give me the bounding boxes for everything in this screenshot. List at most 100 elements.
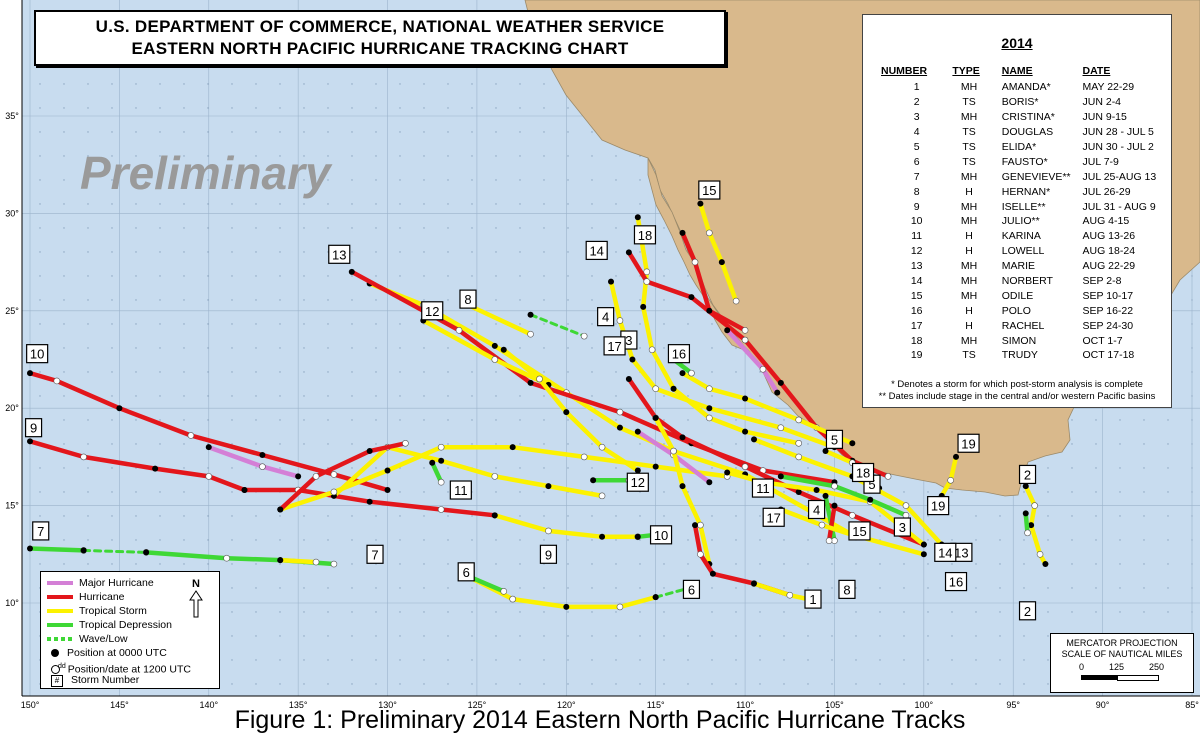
grid-dot — [183, 563, 185, 565]
grid-dot — [495, 83, 497, 85]
grid-dot — [951, 515, 953, 517]
position-1200 — [527, 330, 534, 338]
position-0000 — [491, 512, 498, 519]
storm-number: 2 — [913, 96, 920, 109]
grid-dot — [855, 611, 857, 613]
grid-dot — [87, 347, 89, 349]
storm-name: ODILE — [1001, 289, 1034, 302]
grid-dot — [87, 227, 89, 229]
storm-number-box: 14 — [934, 542, 957, 562]
grid-dot — [807, 635, 809, 637]
grid-dot — [639, 179, 641, 181]
grid-dot — [255, 275, 257, 277]
grid-dot — [279, 467, 281, 469]
grid-dot — [111, 83, 113, 85]
storm-type: MH — [960, 289, 978, 302]
grid-dot — [279, 323, 281, 325]
grid-dot — [423, 227, 425, 229]
position-1200 — [536, 375, 543, 383]
storm-number-box: 12 — [626, 472, 649, 492]
grid-dot — [255, 371, 257, 373]
storm-number-frame — [1018, 601, 1037, 621]
grid-dot — [495, 443, 497, 445]
grid-dot — [1047, 467, 1049, 469]
storm-number-text: 9 — [30, 421, 37, 436]
position-0000 — [777, 379, 784, 386]
grid-dot — [879, 611, 881, 613]
position-0000 — [27, 545, 33, 552]
position-0000 — [384, 467, 391, 474]
storm-number: 10 — [910, 215, 923, 228]
grid-dot — [447, 635, 449, 637]
grid-dot — [303, 179, 305, 181]
grid-dot — [711, 371, 713, 373]
lon-tick-label: 135° — [289, 700, 308, 710]
grid-dot — [375, 131, 377, 133]
grid-dot — [687, 419, 689, 421]
position-0000 — [27, 370, 33, 377]
grid-dot — [543, 83, 545, 85]
grid-dot — [639, 347, 641, 349]
grid-dot — [567, 107, 569, 109]
grid-dot — [567, 323, 569, 325]
grid-dot — [375, 347, 377, 349]
grid-dot — [615, 227, 617, 229]
grid-dot — [831, 587, 833, 589]
grid-dot — [399, 371, 401, 373]
grid-dot — [159, 443, 161, 445]
grid-dot — [711, 467, 713, 469]
grid-dot — [567, 131, 569, 133]
grid-dot — [567, 251, 569, 253]
grid-dot — [63, 467, 65, 469]
storm-number-box: 15 — [848, 521, 871, 541]
position-1200 — [455, 326, 463, 334]
grid-dot — [807, 563, 809, 565]
lon-tick-label: 100° — [915, 700, 934, 710]
storm-number-text: 1 — [809, 592, 816, 607]
grid-dot — [87, 323, 89, 325]
grid-dot — [207, 251, 209, 253]
grid-dot — [39, 179, 41, 181]
storm-number-box: 8 — [838, 579, 856, 599]
grid-dot — [159, 539, 161, 541]
grid-dot — [303, 107, 305, 109]
grid-dot — [543, 227, 545, 229]
grid-dot — [591, 563, 593, 565]
position-0000 — [692, 522, 699, 529]
grid-dot — [279, 299, 281, 301]
grid-dot — [1119, 491, 1121, 493]
grid-dot — [519, 611, 521, 613]
grid-dot — [255, 179, 257, 181]
grid-dot — [183, 467, 185, 469]
grid-dot — [375, 371, 377, 373]
grid-dot — [63, 251, 65, 253]
grid-dot — [951, 659, 953, 661]
position-1200 — [759, 365, 767, 373]
grid-dot — [39, 251, 41, 253]
storm-track-segment — [27, 546, 86, 553]
legend-major-hurricane: Major Hurricane — [47, 576, 154, 590]
storm-number-text: 5 — [868, 477, 875, 492]
grid-dot — [615, 635, 617, 637]
storm-number-text: 10 — [654, 528, 668, 543]
position-0000 — [706, 405, 713, 412]
grid-dot — [759, 563, 761, 565]
grid-dot — [183, 515, 185, 517]
grid-dot — [567, 227, 569, 229]
grid-dot — [111, 515, 113, 517]
grid-dot — [759, 659, 761, 661]
grid-dot — [1143, 467, 1145, 469]
grid-dot — [423, 203, 425, 205]
storm-number-box: 10 — [649, 525, 673, 545]
position-0000 — [634, 467, 641, 474]
legend-dd: dd — [58, 663, 66, 670]
grid-dot — [279, 539, 281, 541]
grid-dot — [159, 275, 161, 277]
grid-dot — [39, 467, 41, 469]
scale-bar-light — [1117, 675, 1159, 681]
position-0000 — [277, 557, 284, 564]
grid-dot — [279, 419, 281, 421]
grid-dot — [423, 587, 425, 589]
grid-dot — [1167, 611, 1169, 613]
storm-number-text: 19 — [961, 436, 975, 451]
